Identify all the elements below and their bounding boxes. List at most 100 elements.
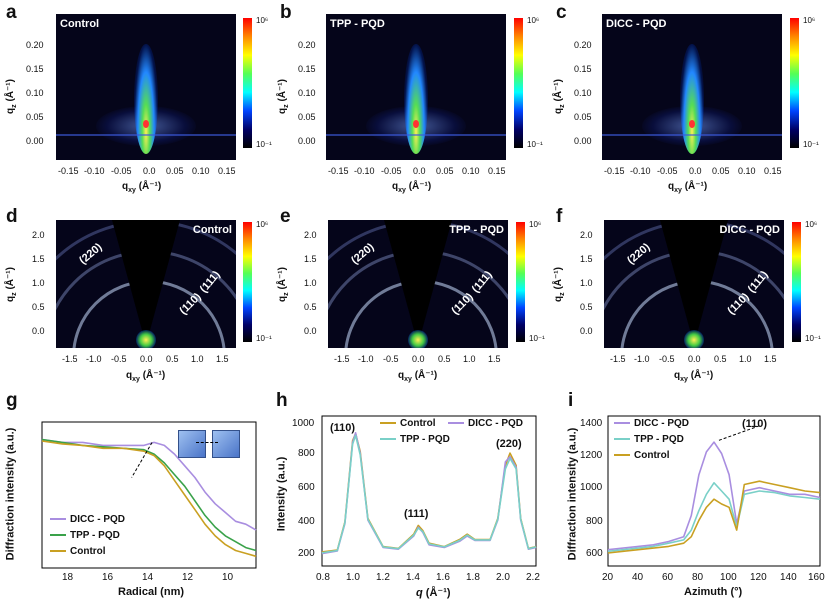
y-tick: 0.15 (298, 64, 316, 74)
y-tick: 0.10 (26, 88, 44, 98)
series-line (321, 432, 537, 555)
legend-entry: DICC - PQD (50, 514, 125, 525)
x-tick: 140 (780, 572, 797, 583)
x-axis-label: Radical (nm) (118, 586, 185, 598)
y-axis-label: Diffraction intensity (a.u.) (4, 427, 17, 561)
x-tick: 0.10 (462, 166, 480, 176)
x-tick: 0.0 (413, 166, 426, 176)
legend-swatch-dicc (50, 518, 66, 521)
y-axis-label: qz (Å⁻¹) (276, 267, 290, 302)
panel-g: g DICC - PQD TPP - PQD Control 18 16 14 … (0, 390, 270, 602)
panel-label: f (556, 206, 563, 227)
colorbar-max: 10⁶ (256, 220, 269, 229)
y-axis-label: Intensity (a.u.) (275, 456, 288, 532)
q-profile-plot (321, 415, 537, 567)
series-line (607, 480, 821, 554)
legend-swatch-tpp (50, 534, 66, 537)
colorbar (243, 222, 252, 342)
y-tick: 1.0 (580, 278, 593, 288)
x-tick: -0.15 (58, 166, 79, 176)
series-line (321, 432, 537, 553)
y-tick: 1000 (292, 418, 315, 429)
x-axis-label: qxy (Å⁻¹) (122, 181, 162, 194)
x-tick: 1.0 (739, 354, 752, 364)
x-tick: 0.15 (218, 166, 236, 176)
x-tick: 80 (692, 572, 704, 583)
x-tick: -0.10 (630, 166, 651, 176)
peak-annotation: (110) (742, 418, 768, 430)
x-tick: 100 (720, 572, 737, 583)
y-tick: 0.20 (26, 40, 44, 50)
series-line (321, 434, 537, 554)
legend-swatch-dicc (614, 422, 630, 425)
y-tick: 0.10 (574, 88, 592, 98)
y-tick: 0.20 (298, 40, 316, 50)
x-tick: -0.5 (383, 354, 399, 364)
x-axis-label: qxy (Å⁻¹) (392, 181, 432, 194)
giwaxs-ring-map-control: Control (220) (111) (110) (56, 220, 236, 348)
x-tick: 18 (62, 572, 74, 583)
colorbar (792, 222, 801, 342)
x-tick: 0.5 (714, 354, 727, 364)
x-tick: -0.05 (657, 166, 678, 176)
y-tick: 0.15 (574, 64, 592, 74)
x-tick: -0.10 (354, 166, 375, 176)
colorbar-max: 10⁶ (529, 220, 542, 229)
y-tick: 0.5 (304, 302, 317, 312)
colorbar (516, 222, 525, 342)
x-tick: 160 (808, 572, 825, 583)
x-tick: 1.5 (216, 354, 229, 364)
map-title: Control (60, 18, 100, 30)
y-tick: 2.0 (32, 230, 45, 240)
colorbar-max: 10⁶ (805, 220, 818, 229)
legend-swatch-control (380, 422, 396, 425)
colorbar (790, 18, 799, 148)
giwaxs-map-dicc: DICC - PQD (602, 14, 782, 160)
y-tick: 0.00 (574, 136, 592, 146)
series-line (41, 438, 257, 552)
legend-entry: TPP - PQD (614, 434, 684, 445)
y-axis-label: qz (Å⁻¹) (552, 267, 566, 302)
panel-d: d Control (220) (111) (110) 10⁶ 10⁻¹ 2.0… (0, 200, 276, 392)
y-tick: 1.5 (304, 254, 317, 264)
x-axis-label: qxy (Å⁻¹) (398, 370, 438, 383)
cube-inset (176, 426, 242, 462)
y-tick: 600 (298, 482, 315, 493)
x-tick: 10 (222, 572, 234, 583)
y-tick: 1.0 (32, 278, 45, 288)
x-axis-label: qxy (Å⁻¹) (668, 181, 708, 194)
x-tick: 1.5 (764, 354, 777, 364)
y-tick: 1200 (580, 450, 603, 461)
y-axis-label: qz (Å⁻¹) (276, 79, 290, 114)
plot-frame (41, 421, 257, 569)
series-line (607, 441, 821, 551)
y-tick: 0.05 (26, 112, 44, 122)
x-tick: 1.0 (346, 572, 360, 583)
y-tick: 1.5 (32, 254, 45, 264)
annotation-arrow (131, 442, 153, 478)
x-tick: 16 (102, 572, 114, 583)
x-tick: 0.0 (689, 166, 702, 176)
legend-swatch-tpp (380, 438, 396, 441)
x-tick: 1.0 (191, 354, 204, 364)
x-tick: -1.5 (610, 354, 626, 364)
x-tick: 0.15 (764, 166, 782, 176)
x-tick: 1.8 (466, 572, 480, 583)
y-tick: 0.0 (580, 326, 593, 336)
panel-b: b TPP - PQD 10⁶ 10⁻¹ 0.20 0.15 0.10 0.05… (276, 0, 552, 200)
y-tick: 0.05 (298, 112, 316, 122)
x-tick: -0.5 (659, 354, 675, 364)
x-tick: 40 (632, 572, 644, 583)
y-tick: 1.0 (304, 278, 317, 288)
x-axis-label: qxy (Å⁻¹) (126, 370, 166, 383)
x-tick: -1.0 (634, 354, 650, 364)
radial-profile-plot (41, 421, 257, 569)
legend-entry: Control (380, 418, 436, 429)
y-tick: 0.05 (574, 112, 592, 122)
colorbar (243, 18, 252, 148)
y-axis-label: qz (Å⁻¹) (552, 79, 566, 114)
panel-label: e (280, 206, 291, 227)
x-tick: 0.05 (166, 166, 184, 176)
panel-label: b (280, 2, 292, 23)
panel-e: e TPP - PQD (220) (111) (110) 10⁶ 10⁻¹ 2… (276, 200, 552, 392)
